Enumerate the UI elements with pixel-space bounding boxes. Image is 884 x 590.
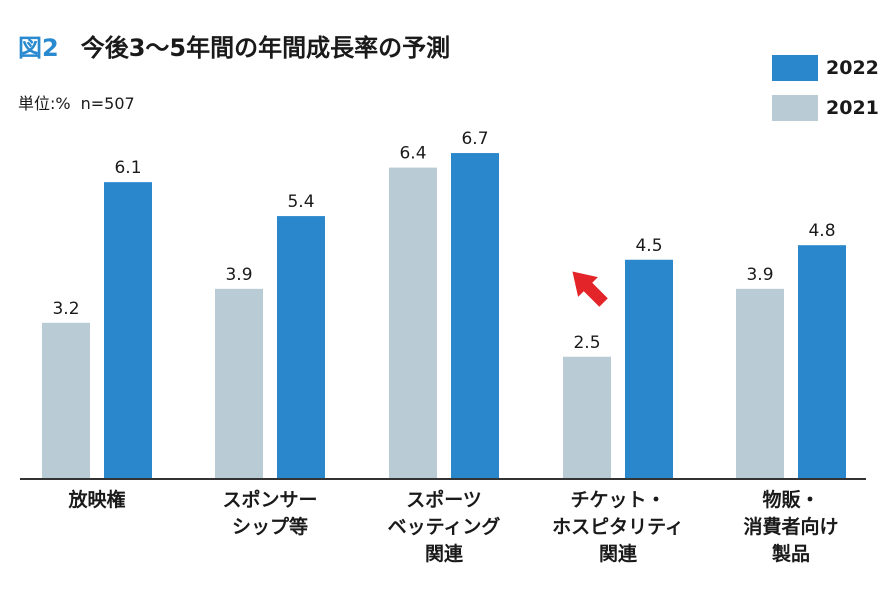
unit-note: 単位:% n=507 <box>18 90 145 114</box>
value-label-2021-3: 6.4 <box>399 144 426 164</box>
figure-title: 今後3〜5年間の年間成長率の予測 <box>80 34 451 62</box>
category-label-1: 放映権 <box>12 487 182 514</box>
legend-swatch-2022 <box>772 55 818 81</box>
value-label-2021-5: 3.9 <box>746 265 773 285</box>
value-label-2022-3: 6.7 <box>461 129 488 149</box>
bar-2022-2 <box>277 216 325 478</box>
sample-size: n=507 <box>80 94 135 113</box>
value-label-2022-2: 5.4 <box>287 192 314 212</box>
bar-2022-4 <box>625 259 673 478</box>
legend-item-2022: 2022 <box>772 55 879 81</box>
legend-label-2021: 2021 <box>826 97 879 119</box>
bar-2021-1 <box>42 322 90 478</box>
value-label-2022-5: 4.8 <box>808 221 835 241</box>
category-label-line: 消費者向け <box>743 516 839 538</box>
category-label-line: スポンサー <box>222 489 318 511</box>
category-label-5: 物販・消費者向け製品 <box>706 487 876 568</box>
bar-2021-4 <box>563 356 611 478</box>
category-label-line: 物販・ <box>762 489 820 511</box>
category-label-line: 関連 <box>598 543 637 565</box>
value-label-2021-4: 2.5 <box>573 333 600 353</box>
category-label-line: シップ等 <box>231 516 308 538</box>
category-label-line: 放映権 <box>68 489 126 511</box>
bar-2022-1 <box>104 182 152 478</box>
legend-swatch-2021 <box>772 95 818 121</box>
category-label-2: スポンサー シップ等 <box>185 487 355 541</box>
unit-label: 単位:% <box>18 94 71 113</box>
bar-2021-2 <box>215 288 263 478</box>
bar-2021-3 <box>389 167 437 478</box>
bar-2022-5 <box>798 245 846 478</box>
bar-2022-3 <box>451 153 499 479</box>
category-label-line: 製品 <box>771 543 810 565</box>
value-label-2021-2: 3.9 <box>225 265 252 285</box>
category-label-line: ホスピタリティ <box>552 516 684 538</box>
legend-item-2021: 2021 <box>772 95 879 121</box>
category-label-4: チケット・ホスピタリティ 関連 <box>533 487 703 568</box>
figure-label: 図2 <box>18 34 59 62</box>
category-label-line: チケット・ <box>570 489 666 511</box>
legend-label-2022: 2022 <box>826 57 879 79</box>
up-arrow-icon <box>572 271 608 307</box>
category-label-line: ベッティング <box>387 516 501 538</box>
category-label-3: スポーツベッティング 関連 <box>359 487 529 568</box>
value-label-2022-1: 6.1 <box>114 158 141 178</box>
category-label-line: スポーツ <box>406 489 482 511</box>
value-label-2022-4: 4.5 <box>635 236 662 256</box>
value-label-2021-1: 3.2 <box>52 299 79 319</box>
chart-title: 図2 今後3〜5年間の年間成長率の予測 <box>18 28 450 63</box>
bar-2021-5 <box>736 288 784 478</box>
category-label-line: 関連 <box>424 543 463 565</box>
